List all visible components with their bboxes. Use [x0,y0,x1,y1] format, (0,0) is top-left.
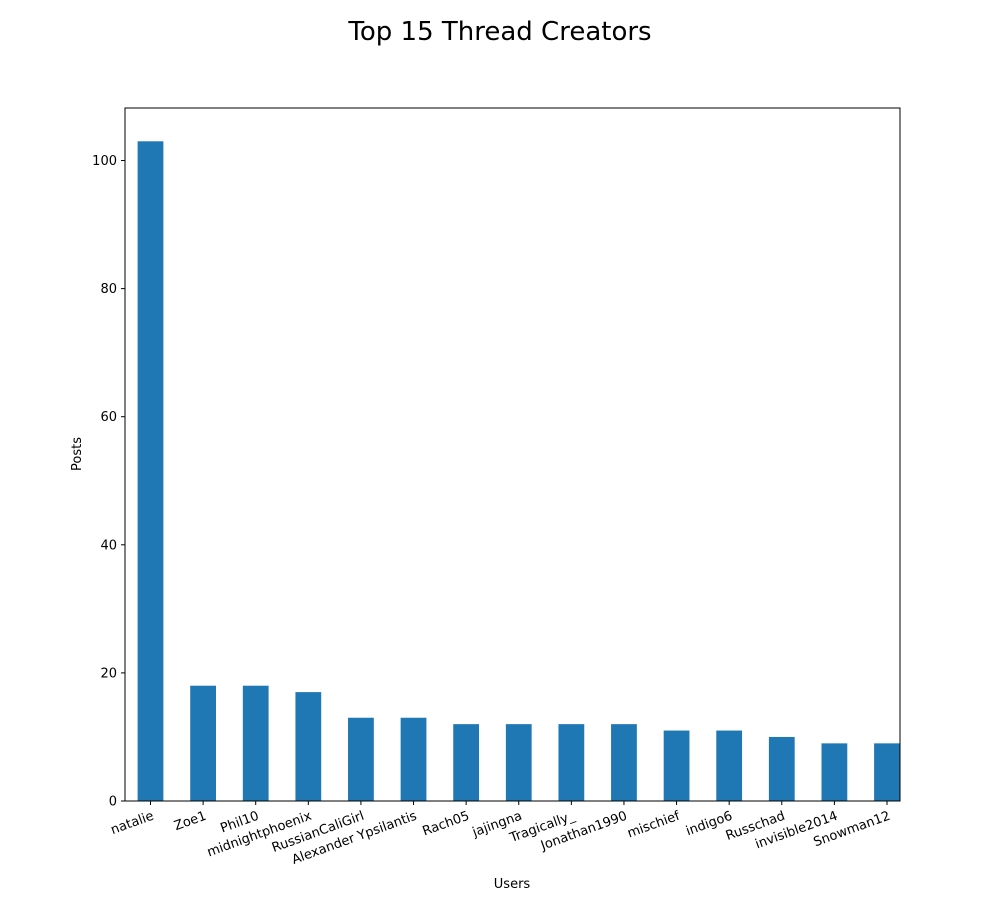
bar-0 [137,141,164,802]
bar-12 [768,736,795,801]
bar-14 [874,743,900,801]
bar-6 [453,724,480,801]
chart-title: Top 15 Thread Creators [347,17,651,47]
bar-13 [821,743,848,801]
y-axis-label: Posts [70,437,85,471]
bar-2 [242,685,269,801]
bar-4 [348,717,374,801]
bar-7 [505,724,532,801]
bar-11 [716,730,743,801]
y-tick-label-2: 40 [100,538,117,553]
y-tick-label-1: 20 [100,666,117,681]
plot-frame [124,107,901,802]
y-tick-label-4: 80 [100,282,117,297]
bar-10 [663,730,690,801]
bars-group [137,141,900,802]
bar-1 [190,685,216,801]
y-axis: 0 20 40 60 80 100 [92,154,125,810]
y-tick-label-3: 60 [100,410,117,425]
bar-9 [611,724,637,801]
bar-8 [558,724,585,801]
x-tick-label-0: natalie [109,809,156,838]
x-axis-label: Users [494,877,531,892]
x-tick-label-10: mischief [625,809,682,842]
y-tick-label-0: 0 [109,795,117,810]
x-tick-label-1: Zoe1 [172,809,208,834]
y-tick-label-5: 100 [92,154,117,169]
x-tick-label-6: Rach05 [421,809,472,840]
x-axis: natalie Zoe1 Phil10midnightphoenixRussianC… [109,801,892,868]
bar-5 [400,717,427,801]
bar-3 [295,692,322,801]
